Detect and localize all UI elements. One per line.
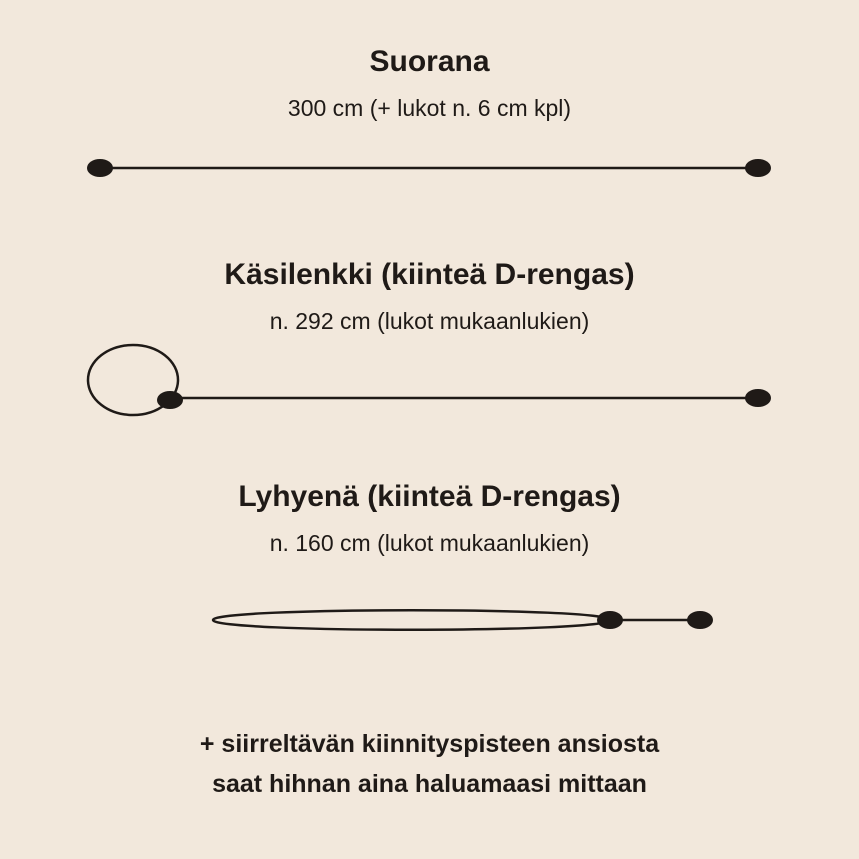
diagram-lyhyena	[0, 585, 859, 655]
footer-line1: + siirreltävän kiinnityspisteen ansiosta	[0, 730, 859, 759]
subheading-suorana: 300 cm (+ lukot n. 6 cm kpl)	[0, 95, 859, 122]
footer-line2: saat hihnan aina haluamaasi mittaan	[0, 770, 859, 799]
subheading-lyhyena: n. 160 cm (lukot mukaanlukien)	[0, 530, 859, 557]
diagram-suorana	[0, 133, 859, 203]
diagram-kasilenkki	[0, 325, 859, 445]
footer-note: + siirreltävän kiinnityspisteen ansiosta…	[0, 730, 859, 799]
heading-suorana: Suorana	[0, 45, 859, 79]
heading-kasilenkki: Käsilenkki (kiinteä D-rengas)	[0, 258, 859, 292]
heading-lyhyena: Lyhyenä (kiinteä D-rengas)	[0, 480, 859, 514]
